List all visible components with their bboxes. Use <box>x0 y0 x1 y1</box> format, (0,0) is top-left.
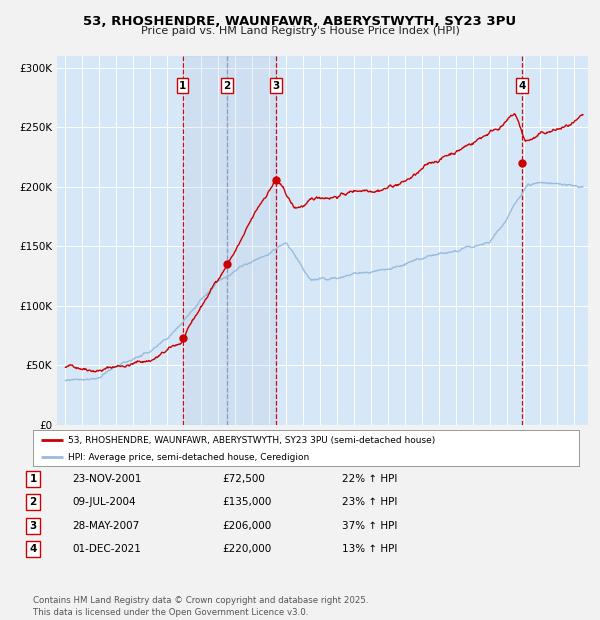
Text: £72,500: £72,500 <box>222 474 265 484</box>
Text: 4: 4 <box>518 81 526 91</box>
Text: 23% ↑ HPI: 23% ↑ HPI <box>342 497 397 507</box>
Text: 37% ↑ HPI: 37% ↑ HPI <box>342 521 397 531</box>
Text: £220,000: £220,000 <box>222 544 271 554</box>
Text: £135,000: £135,000 <box>222 497 271 507</box>
Text: 2: 2 <box>223 81 230 91</box>
Text: 53, RHOSHENDRE, WAUNFAWR, ABERYSTWYTH, SY23 3PU (semi-detached house): 53, RHOSHENDRE, WAUNFAWR, ABERYSTWYTH, S… <box>68 436 436 445</box>
Text: 23-NOV-2001: 23-NOV-2001 <box>72 474 142 484</box>
Text: HPI: Average price, semi-detached house, Ceredigion: HPI: Average price, semi-detached house,… <box>68 453 310 462</box>
Text: 53, RHOSHENDRE, WAUNFAWR, ABERYSTWYTH, SY23 3PU: 53, RHOSHENDRE, WAUNFAWR, ABERYSTWYTH, S… <box>83 15 517 28</box>
Text: 22% ↑ HPI: 22% ↑ HPI <box>342 474 397 484</box>
Bar <box>227 56 276 425</box>
Text: 3: 3 <box>29 521 37 531</box>
Text: 3: 3 <box>272 81 280 91</box>
Text: 28-MAY-2007: 28-MAY-2007 <box>72 521 139 531</box>
Text: 09-JUL-2004: 09-JUL-2004 <box>72 497 136 507</box>
Text: Price paid vs. HM Land Registry's House Price Index (HPI): Price paid vs. HM Land Registry's House … <box>140 26 460 36</box>
Bar <box>182 56 227 425</box>
Text: 1: 1 <box>179 81 186 91</box>
Text: £206,000: £206,000 <box>222 521 271 531</box>
Text: 13% ↑ HPI: 13% ↑ HPI <box>342 544 397 554</box>
Text: 01-DEC-2021: 01-DEC-2021 <box>72 544 141 554</box>
Text: 2: 2 <box>29 497 37 507</box>
Text: 4: 4 <box>29 544 37 554</box>
Text: 1: 1 <box>29 474 37 484</box>
Text: Contains HM Land Registry data © Crown copyright and database right 2025.
This d: Contains HM Land Registry data © Crown c… <box>33 596 368 617</box>
